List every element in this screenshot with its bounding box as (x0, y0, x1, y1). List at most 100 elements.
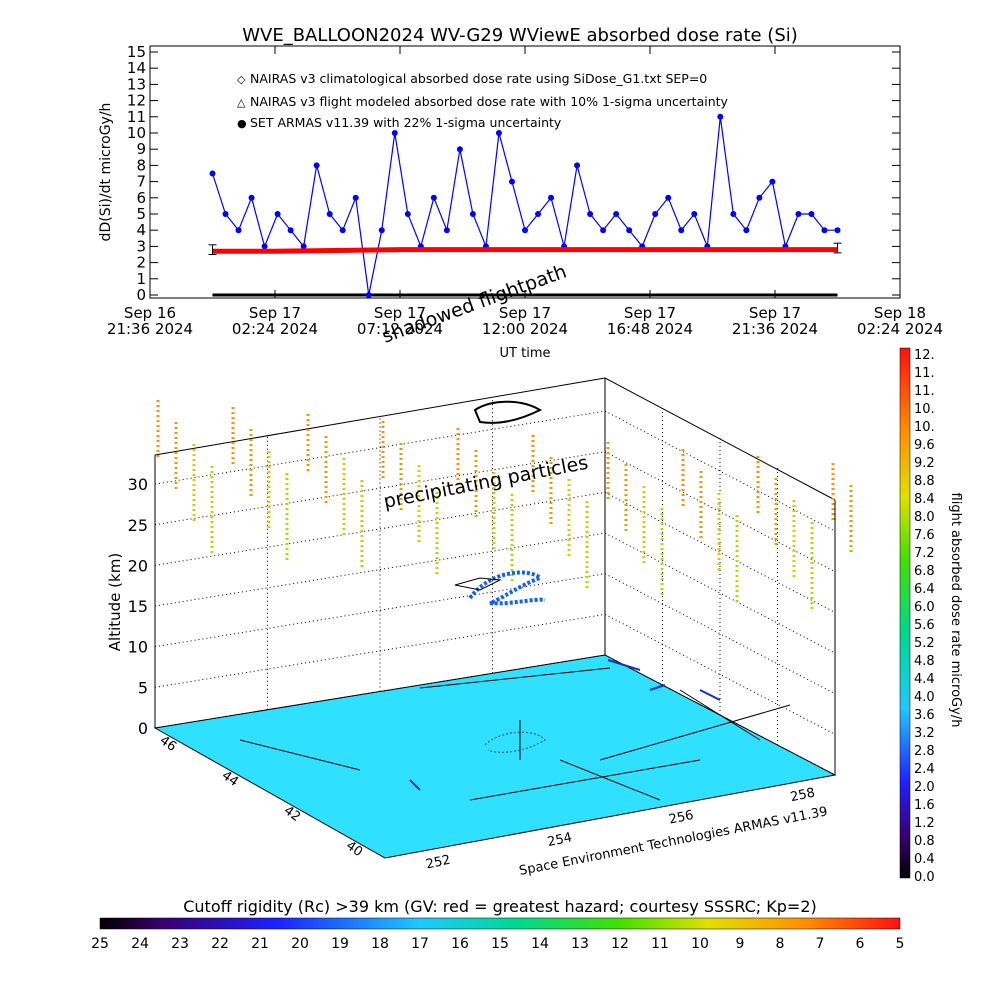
series-armas-point (535, 211, 542, 217)
z-tick-label: 25 (128, 516, 148, 535)
series-armas-point (235, 227, 242, 234)
x-axis-label: UT time (500, 346, 551, 361)
series-armas-point (795, 211, 802, 217)
series-armas-point (469, 211, 476, 217)
x-tick-label-time: 12:00 2024 (482, 320, 568, 338)
cutoff-rigidity-colorbar-tick: 7 (816, 936, 825, 952)
series-armas-point (430, 194, 437, 201)
lon-ticks: 252 254 256 258 (425, 785, 817, 872)
dose-rate-colorbar-ticks: 12. 11. 11. 10. 10. 9.6 9.2 8.8 8.4 8.0 7.6 7.2 6.8 6… (914, 348, 935, 885)
cutoff-rigidity-colorbar-tick: 15 (491, 936, 509, 952)
y-tick-label: 9 (136, 140, 146, 158)
flightpath-ground (484, 731, 546, 753)
series-armas-point (378, 227, 385, 234)
dose-rate-colorbar-tick: 6.0 (914, 600, 935, 615)
precipitating-particles-layer (156, 400, 853, 612)
cutoff-rigidity-colorbar-tick: 13 (571, 936, 589, 952)
cutoff-rigidity-colorbar-tick: 20 (291, 936, 309, 952)
cutoff-rigidity-colorbar-tick: 9 (736, 936, 745, 952)
dose-rate-colorbar-tick: 5.6 (914, 618, 935, 633)
cutoff-rigidity-colorbar-tick: 11 (651, 936, 669, 952)
series-armas-point (339, 227, 346, 234)
annotation-precipitating-particles: precipitating particles (382, 452, 590, 513)
series-armas-point (352, 194, 359, 201)
grid-3d (154, 400, 836, 776)
cutoff-rigidity-colorbar-tick: 23 (171, 936, 189, 952)
cutoff-rigidity-colorbar-tick: 24 (131, 936, 149, 952)
x-tick-label-date: Sep 18 (874, 304, 926, 322)
dose-rate-colorbar-tick: 7.2 (914, 546, 935, 561)
series-armas-point (652, 211, 659, 217)
legend-symbol-nairas-clim: ◇ (237, 73, 246, 86)
dose-rate-colorbar-tick: 8.8 (914, 474, 935, 489)
x-tick-label-time: 16:48 2024 (607, 320, 693, 338)
legend-text-armas: SET ARMAS v11.39 with 22% 1-sigma uncert… (250, 115, 562, 130)
dose-rate-colorbar-tick: 4.0 (914, 690, 935, 705)
grid-line-side (604, 451, 836, 573)
z-tick-label: 5 (138, 678, 148, 697)
flightpath-projection (454, 577, 502, 591)
series-armas-point (261, 243, 268, 250)
dose-rate-colorbar-tick: 9.2 (914, 456, 935, 471)
cutoff-rigidity-colorbar-tick: 22 (211, 936, 229, 952)
legend: ◇ NAIRAS v3 climatological absorbed dose… (237, 71, 729, 130)
series-armas-point (495, 130, 502, 136)
dose-rate-colorbar-tick: 0.8 (914, 834, 935, 849)
y-tick-label: 6 (136, 189, 146, 207)
cutoff-rigidity-colorbar-ticks: 25 24 23 22 21 20 19 18 17 16 15 14 13 12 11 10 9 8 7 6 5 (91, 936, 904, 952)
x-tick-label-date: Sep 17 (624, 304, 676, 322)
dose-rate-colorbar-tick: 11. (914, 366, 935, 381)
series-armas-point (730, 211, 737, 217)
cutoff-rigidity-colorbar-tick: 14 (531, 936, 549, 952)
legend-symbol-nairas-flight: △ (237, 96, 246, 109)
ground-dots-right (409, 659, 721, 791)
legend-symbol-armas: ● (237, 117, 247, 130)
y-tick-label: 12 (127, 92, 146, 110)
dose-rate-colorbar-tick: 6.4 (914, 582, 935, 597)
series-armas-point (743, 227, 750, 234)
dose-rate-colorbar-tick: 11. (914, 384, 935, 399)
series-nairas-clim-line (212, 247, 838, 254)
dose-rate-colorbar-tick: 8.0 (914, 510, 935, 525)
z-tick-label: 10 (128, 638, 148, 657)
dose-rate-colorbar-tick: 12. (914, 348, 935, 363)
dose-rate-colorbar-tick: 3.6 (914, 708, 935, 723)
series-armas-point (313, 162, 320, 169)
series-armas-point (365, 292, 372, 298)
dose-rate-colorbar-tick: 8.4 (914, 492, 935, 507)
dose-rate-colorbar-tick: 5.2 (914, 636, 935, 651)
y-tick-label: 14 (127, 59, 146, 77)
y-tick-label: 0 (136, 286, 146, 304)
flightpath-3d (468, 570, 546, 606)
series-armas-point (691, 211, 698, 217)
grid-line-side (604, 410, 836, 532)
x-tick-label-date: Sep 17 (499, 304, 551, 322)
y-tick-label: 10 (127, 124, 146, 142)
series-armas-point (443, 227, 450, 234)
cutoff-rigidity-colorbar-tick: 16 (451, 936, 469, 952)
x-tick-label-date: Sep 16 (124, 304, 176, 322)
cutoff-rigidity-colorbar-tick: 17 (411, 936, 429, 952)
x-tick-label-date: Sep 17 (374, 304, 426, 322)
cutoff-rigidity-colorbar-tick: 12 (611, 936, 629, 952)
flightpath-shadow (473, 400, 543, 424)
dose-rate-colorbar-gradient (899, 347, 911, 879)
y-tick-label: 2 (136, 254, 146, 272)
series-armas-point (222, 211, 229, 217)
grid-line-side (604, 613, 836, 735)
cutoff-rigidity-colorbar-tick: 10 (691, 936, 709, 952)
y-tick-label: 11 (127, 108, 146, 126)
dose-rate-colorbar-tick: 7.6 (914, 528, 935, 543)
series-armas-line (211, 116, 838, 296)
dose-rate-colorbar-label: flight absorbed dose rate microGy/h (948, 493, 963, 728)
series-armas-point (587, 211, 594, 217)
series-armas-point (326, 211, 333, 217)
series-layer (208, 113, 842, 298)
series-armas-point (287, 227, 294, 234)
dose-rate-colorbar-tick: 0.4 (914, 852, 935, 867)
series-armas-point (508, 178, 515, 185)
series-armas-point (274, 211, 281, 217)
dose-rate-colorbar-tick: 4.8 (914, 654, 935, 669)
